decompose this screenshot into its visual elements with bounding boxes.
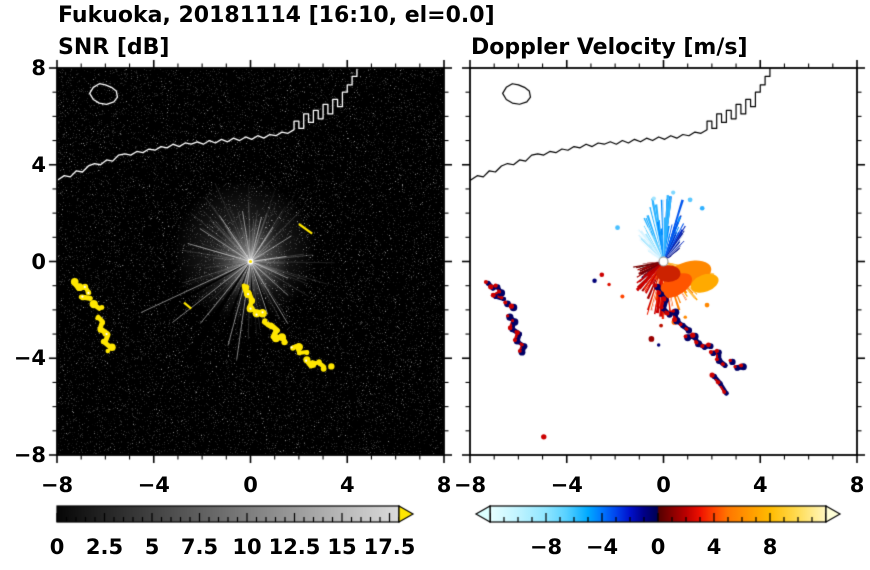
snr-y-tick-label: −4 — [13, 346, 46, 371]
snr-x-tick-label: 0 — [243, 473, 258, 497]
snr-x-tick-label: −8 — [40, 473, 74, 497]
snr-colorbar-label: 7.5 — [180, 535, 219, 559]
snr-colorbar-label: 5 — [144, 535, 160, 559]
snr-x-tick-label: 4 — [339, 473, 355, 497]
snr-colorbar-label: 2.5 — [85, 535, 124, 559]
doppler-x-tick-label: 0 — [656, 473, 671, 497]
doppler-colorbar-label: −8 — [529, 535, 563, 559]
snr-panel-title: SNR [dB] — [58, 35, 170, 60]
snr-y-tick-label: 4 — [31, 152, 46, 177]
figure-title: Fukuoka, 20181114 [16:10, el=0.0] — [58, 3, 495, 28]
doppler-x-tick-label: −4 — [550, 473, 583, 497]
snr-colorbar-label: 15 — [327, 535, 357, 559]
snr-x-tick-label: −4 — [137, 473, 170, 497]
doppler-x-tick-label: 8 — [849, 473, 865, 497]
snr-colorbar-label: 17.5 — [363, 535, 416, 559]
doppler-colorbar-label: 0 — [650, 535, 666, 559]
doppler-x-tick-label: −8 — [453, 473, 487, 497]
doppler-panel-title: Doppler Velocity [m/s] — [471, 35, 748, 60]
snr-colorbar-label: 12.5 — [268, 535, 321, 559]
snr-colorbar-label: 0 — [49, 535, 65, 559]
doppler-colorbar-label: 4 — [706, 535, 722, 559]
snr-x-tick-label: 8 — [436, 473, 452, 497]
doppler-colorbar-label: −4 — [585, 535, 619, 559]
snr-y-tick-label: 8 — [31, 56, 46, 80]
snr-colorbar-label: 10 — [232, 535, 262, 559]
snr-y-tick-label: −8 — [13, 443, 46, 467]
doppler-x-tick-label: 4 — [752, 473, 768, 497]
doppler-colorbar-label: 8 — [762, 535, 778, 559]
snr-y-tick-label: 0 — [31, 249, 46, 274]
